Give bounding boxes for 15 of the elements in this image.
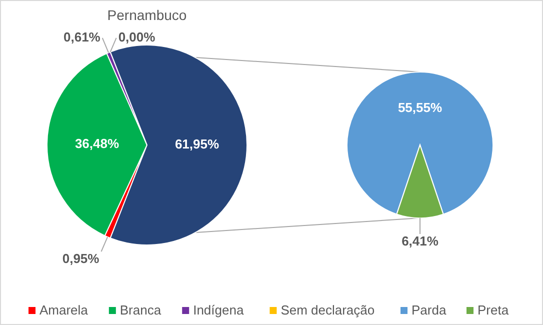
data-label: 0,95%	[62, 251, 100, 266]
legend-label: Indígena	[193, 302, 244, 318]
legend-label: Preta	[478, 302, 510, 318]
data-label: 36,48%	[74, 136, 120, 151]
data-label: 61,95%	[174, 136, 220, 152]
legend-label: Amarela	[40, 302, 89, 318]
data-label: 6,41%	[402, 233, 439, 248]
legend-label: Parda	[412, 302, 447, 318]
data-label: 0,61%	[64, 29, 101, 44]
legend-label: Sem declaração	[280, 302, 375, 318]
pie-slice	[346, 72, 494, 215]
legend-label: Branca	[120, 302, 162, 318]
text: 0,00%	[118, 29, 156, 44]
chart-title: Pernambuco	[107, 7, 187, 23]
data-label: 55,55%	[398, 100, 442, 115]
